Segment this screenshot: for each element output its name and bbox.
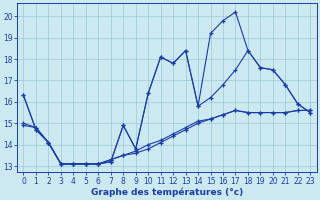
X-axis label: Graphe des températures (°c): Graphe des températures (°c) xyxy=(91,187,243,197)
